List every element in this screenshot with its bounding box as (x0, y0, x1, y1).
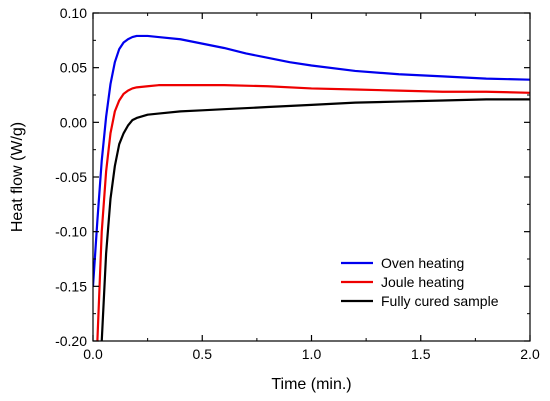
x-axis-title: Time (min.) (271, 376, 351, 393)
legend-label-2: Fully cured sample (381, 293, 499, 309)
series-line-1 (96, 84, 530, 341)
legend-label-1: Joule heating (381, 274, 464, 290)
y-tick-label: -0.15 (55, 278, 87, 294)
y-axis-title: Heat flow (W/g) (9, 122, 26, 232)
x-tick-label: 1.0 (302, 346, 322, 362)
x-tick-label: 1.5 (411, 346, 431, 362)
x-tick-label: 0.0 (83, 346, 103, 362)
y-tick-label: -0.05 (55, 169, 87, 185)
y-tick-label: 0.10 (60, 5, 87, 21)
x-tick-label: 0.5 (193, 346, 213, 362)
y-tick-label: -0.20 (55, 333, 87, 349)
y-tick-label: 0.00 (60, 114, 87, 130)
x-tick-label: 2.0 (520, 346, 540, 362)
series-line-2 (100, 98, 530, 341)
legend: Oven heating Joule heating Fully cured sam… (341, 255, 499, 309)
y-tick-label: -0.10 (55, 224, 87, 240)
series-layer (93, 34, 530, 341)
y-tick-label: 0.05 (60, 60, 87, 76)
series-line-0 (93, 34, 530, 288)
legend-label-0: Oven heating (381, 255, 464, 271)
ticks-layer: 0.0 0.5 1.0 1.5 2.0 -0.20 -0.15 -0.10 -0.05 0.00 0… (55, 5, 540, 362)
plot-frame (92, 12, 531, 342)
